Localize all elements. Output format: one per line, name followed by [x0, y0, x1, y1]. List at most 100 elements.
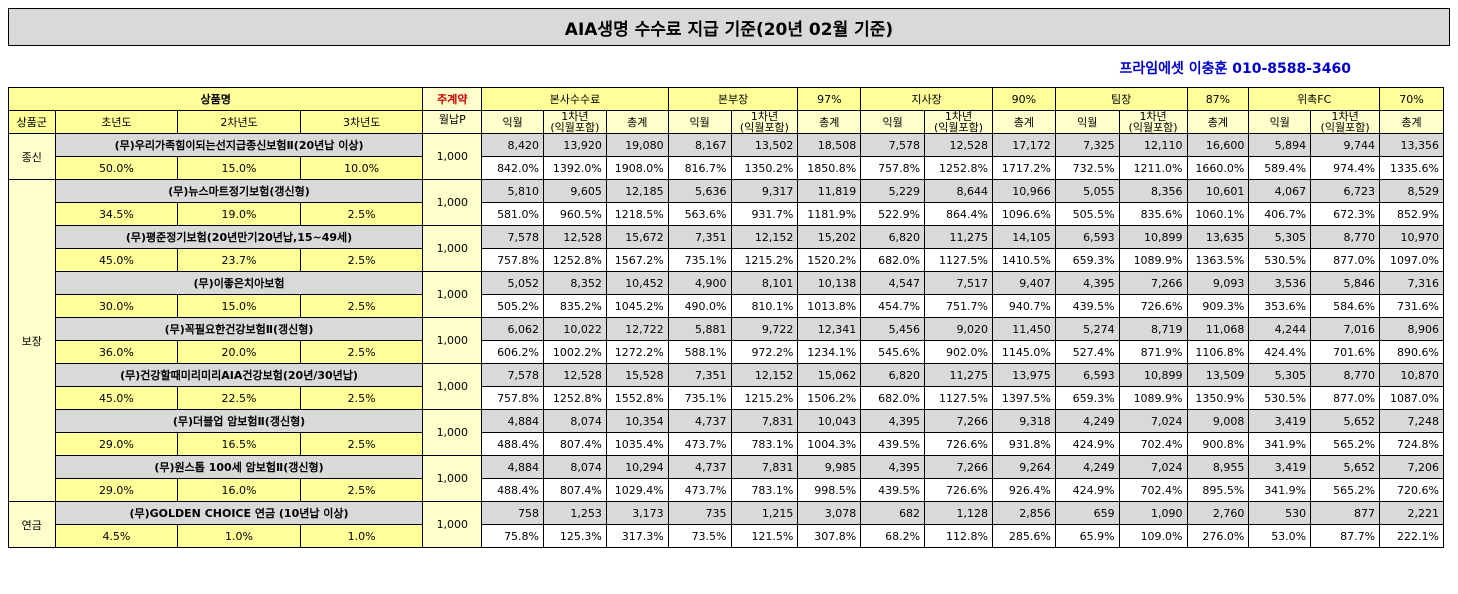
amount-cell: 17,172	[991, 133, 1056, 157]
product-row: (무)원스톱 100세 암보험Ⅱ(갱신형) 1,000 4,884 8,074 10,2…	[9, 455, 1444, 502]
amount-cell: 9,722	[730, 317, 799, 341]
contact-info: 프라임에셋 이충훈 010-8588-3460	[1119, 61, 1351, 77]
amount-cell: 4,249	[1054, 409, 1120, 433]
percent-cell: 1127.5%	[924, 248, 993, 272]
amount-cell: 13,509	[1186, 363, 1250, 387]
amount-cell: 8,955	[1186, 455, 1250, 479]
amount-cell: 12,152	[730, 363, 799, 387]
amount-cell: 6,820	[860, 225, 926, 249]
percent-cell: 588.1%	[667, 340, 732, 364]
product-name: (무)이좋은치아보험	[54, 271, 424, 295]
percent-cell: 1097.0%	[1379, 248, 1444, 272]
amount-cell: 10,354	[605, 409, 669, 433]
percent-cell: 1392.0%	[543, 156, 607, 180]
percent-cell: 682.0%	[860, 386, 926, 410]
amount-cell: 15,528	[605, 363, 669, 387]
amount-cell: 7,578	[860, 133, 926, 157]
amount-cell: 11,068	[1186, 317, 1250, 341]
next-month-header: 익월	[1054, 110, 1120, 134]
amount-cell: 5,894	[1248, 133, 1312, 157]
percent-cell: 1087.0%	[1379, 386, 1444, 410]
percent-cell: 1272.2%	[605, 340, 669, 364]
percent-cell: 68.2%	[860, 524, 926, 548]
product-name: (무)뉴스마트정기보험(갱신형)	[54, 179, 424, 203]
amount-cell: 7,266	[1118, 271, 1188, 295]
next-month-header: 익월	[860, 110, 926, 134]
amount-cell: 1,215	[730, 501, 799, 525]
percent-cell: 890.6%	[1379, 340, 1444, 364]
percent-cell: 505.5%	[1054, 202, 1120, 226]
rate-cell: 1.0%	[177, 524, 301, 548]
total-header: 총계	[797, 110, 862, 134]
percent-cell: 807.4%	[543, 432, 607, 456]
rate-cell: 16.5%	[177, 432, 301, 456]
percent-cell: 530.5%	[1248, 248, 1312, 272]
amount-cell: 10,043	[797, 409, 862, 433]
amount-cell: 14,105	[991, 225, 1056, 249]
percent-cell: 341.9%	[1248, 478, 1312, 502]
percent-cell: 757.8%	[481, 248, 545, 272]
amount-cell: 7,578	[481, 225, 545, 249]
rate-cell: 36.0%	[54, 340, 179, 364]
amount-cell: 6,062	[481, 317, 545, 341]
amount-cell: 5,810	[481, 179, 545, 203]
amount-cell: 4,395	[1054, 271, 1120, 295]
percent-cell: 589.4%	[1248, 156, 1312, 180]
percent-cell: 960.5%	[543, 202, 607, 226]
amount-cell: 5,274	[1054, 317, 1120, 341]
percent-cell: 581.0%	[481, 202, 545, 226]
amount-cell: 9,264	[991, 455, 1056, 479]
percent-cell: 424.4%	[1248, 340, 1312, 364]
percent-cell: 842.0%	[481, 156, 545, 180]
amount-cell: 9,317	[730, 179, 799, 203]
amount-cell: 3,419	[1248, 409, 1312, 433]
product-name: (무)건강할때미리미리AIA건강보험(20년/30년납)	[54, 363, 424, 387]
percent-cell: 835.6%	[1118, 202, 1188, 226]
rate-cell: 30.0%	[54, 294, 179, 318]
first-year-sublabel: (익월포함)	[550, 121, 600, 134]
amount-cell: 7,248	[1379, 409, 1444, 433]
percent-cell: 751.7%	[924, 294, 993, 318]
percent-cell: 1211.0%	[1118, 156, 1188, 180]
percent-cell: 735.1%	[667, 248, 732, 272]
monthly-premium: 1,000	[422, 363, 483, 410]
amount-cell: 9,020	[924, 317, 993, 341]
percent-cell: 1045.2%	[605, 294, 669, 318]
total-header: 총계	[991, 110, 1056, 134]
rate-row: 29.0% 16.0% 2.5% 488.4% 807.4% 1029.4% 473.7% 7…	[9, 478, 1444, 502]
rate-cell: 4.5%	[54, 524, 179, 548]
amount-cell: 13,920	[543, 133, 607, 157]
percent-cell: 1181.9%	[797, 202, 862, 226]
amount-cell: 4,395	[860, 455, 926, 479]
year-header: 초년도	[54, 110, 179, 134]
first-year-label: 1차년	[944, 110, 973, 123]
percent-cell: 1029.4%	[605, 478, 669, 502]
percent-cell: 125.3%	[543, 524, 607, 548]
percent-cell: 702.4%	[1118, 478, 1188, 502]
amount-cell: 13,502	[730, 133, 799, 157]
amount-cell: 1,253	[543, 501, 607, 525]
percent-cell: 724.8%	[1379, 432, 1444, 456]
amount-cell: 3,536	[1248, 271, 1312, 295]
amount-cell: 8,644	[924, 179, 993, 203]
percent-cell: 1350.2%	[730, 156, 799, 180]
amount-cell: 9,605	[543, 179, 607, 203]
rate-row: 34.5% 19.0% 2.5% 581.0% 960.5% 1218.5% 563.6% 9…	[9, 202, 1444, 226]
percent-cell: 565.2%	[1310, 432, 1381, 456]
product-row: (무)이좋은치아보험 1,000 5,052 8,352 10,452 4,900 8,10…	[9, 271, 1444, 318]
rate-row: 36.0% 20.0% 2.5% 606.2% 1002.2% 1272.2% 588.1%…	[9, 340, 1444, 364]
percent-cell: 341.9%	[1248, 432, 1312, 456]
amount-cell: 12,528	[924, 133, 993, 157]
rate-cell: 2.5%	[299, 478, 424, 502]
amount-cell: 530	[1248, 501, 1312, 525]
rate-cell: 2.5%	[299, 432, 424, 456]
percent-cell: 565.2%	[1310, 478, 1381, 502]
rate-cell: 15.0%	[177, 156, 301, 180]
percent-cell: 1567.2%	[605, 248, 669, 272]
amount-cell: 7,266	[924, 455, 993, 479]
amount-cell: 659	[1054, 501, 1120, 525]
team-lead-header: 팀장	[1054, 87, 1188, 111]
percent-cell: 1145.0%	[991, 340, 1056, 364]
first-year-sublabel: (익월포함)	[933, 121, 984, 134]
amount-cell: 9,985	[797, 455, 862, 479]
